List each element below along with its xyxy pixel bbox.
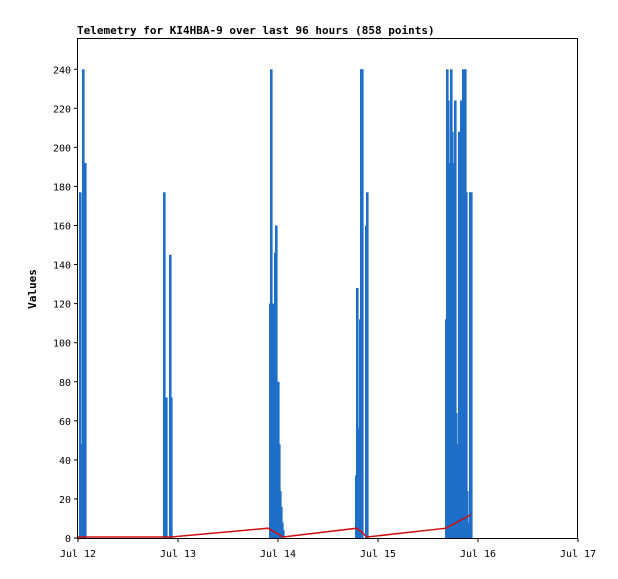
bar-0 (79, 192, 82, 539)
x-tick-label-5: Jul 17 (560, 549, 596, 560)
plot-marks (78, 69, 473, 539)
x-tick-label-2: Jul 14 (260, 549, 296, 560)
y-tick-label-11: 220 (53, 104, 71, 115)
y-axis-label: Values (26, 269, 39, 309)
y-tick-label-5: 100 (53, 339, 71, 350)
series-line-1 (78, 513, 472, 538)
plot-frame (77, 38, 578, 539)
bar-29 (366, 192, 369, 539)
chart-title: Telemetry for KI4HBA-9 over last 96 hour… (77, 24, 435, 37)
bar-7 (170, 397, 173, 538)
bar-40 (455, 413, 458, 538)
bar-4 (163, 192, 166, 539)
bar-14 (275, 225, 278, 538)
x-tick-label-1: Jul 13 (160, 549, 196, 560)
bar-6 (169, 254, 172, 539)
y-tick-label-7: 140 (53, 261, 71, 272)
y-tick-label-0: 0 (65, 534, 71, 545)
bar-9 (270, 69, 273, 539)
bar-23 (356, 288, 359, 538)
bar-5 (165, 397, 168, 538)
y-tick-label-1: 20 (59, 495, 71, 506)
y-tick-label-8: 160 (53, 222, 71, 233)
bar-3 (84, 163, 87, 538)
bar-27 (361, 69, 364, 539)
bar-37 (452, 163, 455, 538)
x-tick-label-3: Jul 15 (360, 549, 396, 560)
x-tick-label-0: Jul 12 (60, 549, 96, 560)
y-tick-label-9: 180 (53, 182, 71, 193)
x-tick-label-4: Jul 16 (460, 549, 496, 560)
x-axis-ticks: Jul 12 Jul 13 Jul 14 Jul 15 Jul 16 Jul 17 (60, 538, 596, 560)
y-tick-label-12: 240 (53, 65, 71, 76)
bar-51 (466, 491, 469, 538)
bar-50 (465, 192, 468, 539)
bar-32 (447, 100, 450, 538)
bar-21 (282, 530, 285, 538)
y-tick-label-4: 80 (59, 378, 71, 389)
bar-54 (470, 192, 473, 539)
bar-52 (467, 522, 470, 538)
y-tick-label-3: 60 (59, 417, 71, 428)
y-axis-ticks: 0 20 40 60 80 100 120 140 160 180 200 220 240 (53, 65, 78, 545)
y-tick-label-10: 200 (53, 143, 71, 154)
y-tick-label-6: 120 (53, 300, 71, 311)
y-tick-label-2: 40 (59, 456, 71, 467)
bar-2 (82, 69, 85, 539)
bar-1 (80, 444, 83, 539)
bar-39 (454, 100, 457, 538)
